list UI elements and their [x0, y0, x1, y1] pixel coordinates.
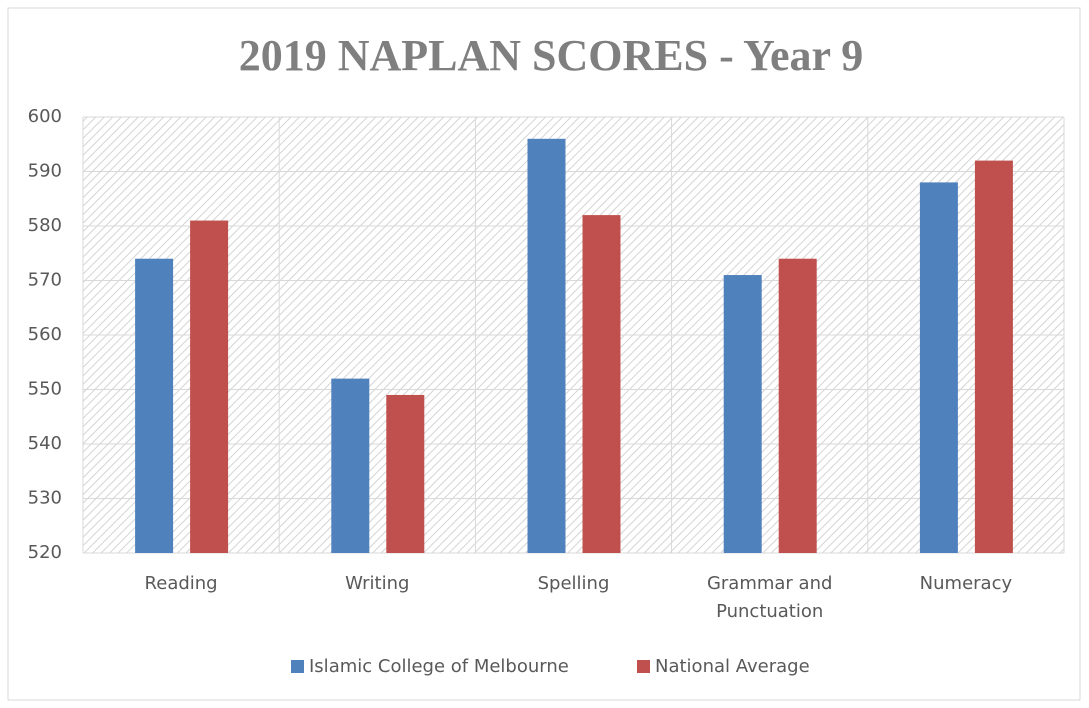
bar — [331, 378, 370, 553]
y-tick-label: 580 — [28, 215, 62, 236]
legend-label: National Average — [655, 656, 810, 677]
y-tick-label: 540 — [28, 433, 62, 454]
bar — [582, 215, 621, 553]
legend-swatch — [637, 660, 650, 673]
bar — [135, 258, 174, 553]
x-tick-label: Reading — [144, 573, 218, 594]
bar — [723, 275, 762, 553]
legend-swatch — [291, 660, 304, 673]
x-tick-label: Grammar and Punctuation — [706, 573, 833, 622]
bar — [527, 138, 566, 554]
chart-title: 2019 NAPLAN SCORES - Year 9 — [239, 31, 864, 80]
y-tick-label: 560 — [28, 324, 62, 345]
y-tick-label: 570 — [28, 270, 62, 291]
bar — [386, 394, 425, 553]
x-tick-label: Numeracy — [919, 573, 1013, 594]
x-tick-label: Spelling — [537, 573, 610, 594]
bar — [190, 220, 229, 554]
y-tick-label: 600 — [28, 106, 62, 127]
legend-label: Islamic College of Melbourne — [309, 656, 569, 677]
bar — [778, 258, 817, 553]
bar — [919, 182, 958, 553]
x-tick-label: Writing — [345, 573, 410, 594]
y-tick-label: 590 — [28, 161, 62, 182]
y-tick-label: 550 — [28, 379, 62, 400]
y-tick-label: 530 — [28, 488, 62, 509]
bar — [974, 160, 1013, 553]
y-tick-label: 520 — [28, 542, 62, 563]
